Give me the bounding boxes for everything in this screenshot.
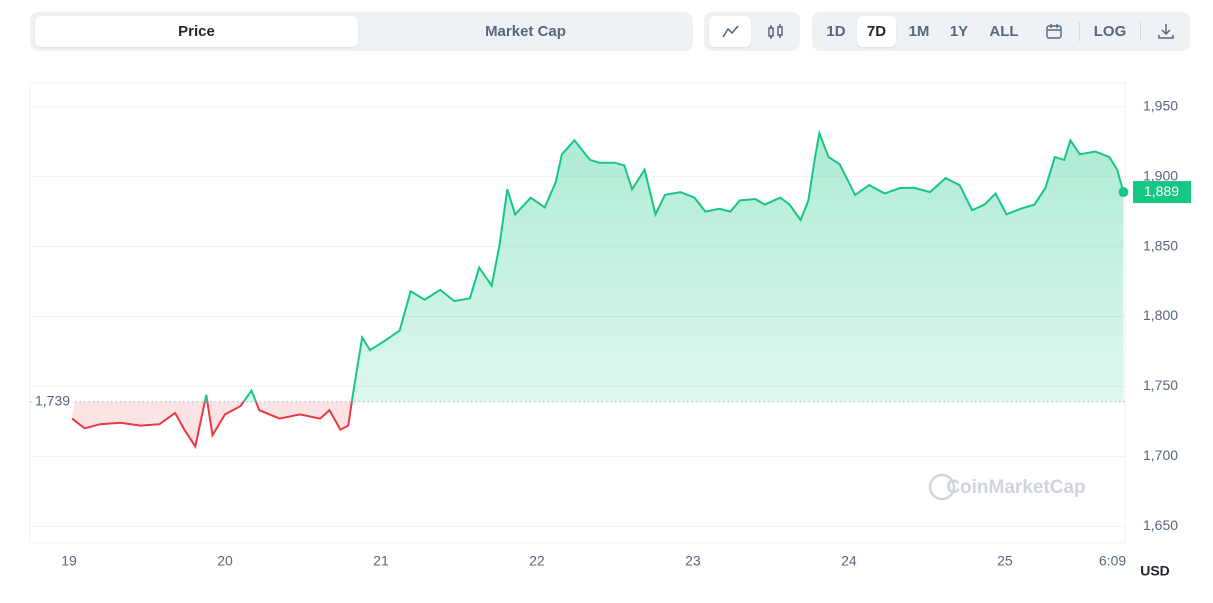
line-button[interactable]: [709, 16, 751, 47]
x-tick-label: 19: [61, 553, 77, 569]
baseline-label-bg: [32, 391, 74, 412]
last-price-label: 1,889: [1144, 183, 1179, 199]
plot-frame: [29, 82, 1126, 544]
price-line-down: [71, 401, 353, 450]
y-tick-label: 1,900: [1143, 167, 1178, 183]
x-tick-label: 22: [529, 553, 545, 569]
y-tick-label: 1,750: [1143, 377, 1178, 393]
y-tick-label: 1,800: [1143, 307, 1178, 323]
candle-button[interactable]: [754, 16, 796, 47]
last-point: [1118, 187, 1129, 198]
x-tick-label: 20: [217, 553, 233, 569]
watermark-logo: [928, 473, 956, 501]
range-button[interactable]: 7D: [857, 16, 896, 47]
separator: [1079, 22, 1080, 41]
range-button[interactable]: 1Y: [949, 23, 969, 40]
calendar-icon: [1046, 24, 1062, 39]
range-button[interactable]: 1M: [908, 23, 930, 40]
range-group: 1D 7D 1M 1Y ALL LOG: [812, 12, 1190, 51]
calendar-button[interactable]: [1038, 16, 1070, 47]
line-icon: [722, 25, 739, 38]
x-tick-label: 21: [373, 553, 389, 569]
range-button[interactable]: ALL: [989, 23, 1019, 40]
x-tick-label: 24: [841, 553, 857, 569]
baseline-label: 1,739: [35, 392, 70, 408]
currency-label: USD: [1140, 563, 1170, 579]
area-up: [204, 133, 1124, 402]
tab[interactable]: Market Cap: [485, 23, 566, 40]
tab-group: Price Market Cap: [30, 12, 693, 51]
download-button[interactable]: [1150, 16, 1182, 47]
last-price-bg: [1133, 181, 1191, 204]
y-tick-label: 1,650: [1143, 517, 1178, 533]
y-tick-label: 1,850: [1143, 237, 1178, 253]
y-tick-label: 1,950: [1143, 97, 1178, 113]
download-icon: [1158, 24, 1174, 39]
candle-icon: [768, 24, 783, 39]
area-down: [72, 401, 352, 447]
x-tick-label: 6:09: [1099, 553, 1126, 569]
x-tick-label: 23: [685, 553, 701, 569]
tab[interactable]: Price: [35, 16, 358, 47]
x-tick-label: 25: [997, 553, 1013, 569]
watermark: CoinMarketCap: [946, 477, 1085, 498]
price-line-up: [203, 129, 1125, 402]
chart-type-group: [704, 12, 800, 51]
separator: [1140, 22, 1141, 41]
range-button[interactable]: 1D: [826, 23, 846, 40]
y-tick-label: 1,700: [1143, 447, 1178, 463]
log-button[interactable]: LOG: [1093, 23, 1127, 40]
